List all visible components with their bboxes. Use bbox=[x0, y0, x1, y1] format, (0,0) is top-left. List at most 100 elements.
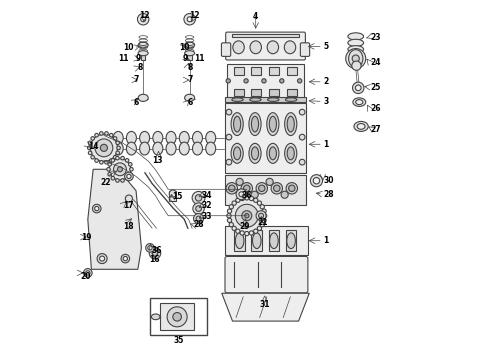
Ellipse shape bbox=[91, 156, 95, 159]
Ellipse shape bbox=[130, 167, 133, 171]
Circle shape bbox=[114, 163, 126, 176]
Circle shape bbox=[256, 211, 266, 221]
Ellipse shape bbox=[253, 198, 258, 202]
Polygon shape bbox=[224, 33, 307, 51]
Text: 1: 1 bbox=[323, 140, 329, 149]
Circle shape bbox=[97, 253, 107, 264]
Ellipse shape bbox=[99, 161, 103, 164]
Ellipse shape bbox=[257, 226, 262, 230]
Ellipse shape bbox=[105, 161, 108, 164]
Ellipse shape bbox=[231, 113, 243, 135]
Circle shape bbox=[127, 174, 131, 179]
Circle shape bbox=[299, 159, 305, 165]
FancyBboxPatch shape bbox=[226, 32, 305, 60]
Ellipse shape bbox=[128, 162, 132, 166]
Circle shape bbox=[192, 192, 205, 204]
Bar bbox=[251, 67, 262, 75]
Circle shape bbox=[230, 199, 264, 233]
Ellipse shape bbox=[88, 151, 92, 155]
Ellipse shape bbox=[138, 42, 148, 48]
Text: 19: 19 bbox=[81, 233, 91, 242]
Ellipse shape bbox=[348, 39, 364, 46]
Bar bbox=[286, 230, 296, 251]
Text: 24: 24 bbox=[370, 58, 381, 67]
Ellipse shape bbox=[285, 113, 297, 135]
Text: 22: 22 bbox=[100, 178, 111, 187]
Ellipse shape bbox=[251, 147, 259, 160]
Ellipse shape bbox=[260, 222, 265, 227]
Ellipse shape bbox=[260, 204, 265, 209]
Text: 10: 10 bbox=[179, 43, 190, 52]
Ellipse shape bbox=[249, 231, 253, 235]
Ellipse shape bbox=[140, 131, 149, 144]
Ellipse shape bbox=[166, 142, 176, 155]
Circle shape bbox=[86, 271, 90, 275]
Ellipse shape bbox=[153, 142, 163, 155]
Circle shape bbox=[167, 307, 187, 327]
Circle shape bbox=[286, 183, 297, 194]
Circle shape bbox=[352, 82, 364, 94]
Bar bbox=[270, 67, 279, 75]
Ellipse shape bbox=[179, 142, 189, 155]
Ellipse shape bbox=[107, 167, 110, 171]
Ellipse shape bbox=[357, 123, 365, 129]
Ellipse shape bbox=[99, 132, 103, 135]
Ellipse shape bbox=[116, 179, 119, 182]
Ellipse shape bbox=[267, 113, 279, 135]
Ellipse shape bbox=[284, 41, 296, 54]
Ellipse shape bbox=[285, 98, 297, 102]
Ellipse shape bbox=[235, 233, 244, 249]
Text: 12: 12 bbox=[189, 11, 199, 20]
Text: 25: 25 bbox=[370, 83, 380, 92]
Ellipse shape bbox=[252, 233, 261, 249]
Ellipse shape bbox=[227, 213, 231, 218]
Ellipse shape bbox=[153, 131, 163, 144]
Ellipse shape bbox=[267, 143, 279, 163]
Text: 5: 5 bbox=[323, 41, 329, 50]
Circle shape bbox=[226, 134, 232, 140]
Circle shape bbox=[271, 183, 283, 194]
Circle shape bbox=[280, 79, 284, 83]
Circle shape bbox=[289, 185, 295, 192]
Ellipse shape bbox=[179, 131, 189, 144]
Text: 21: 21 bbox=[257, 218, 268, 227]
Circle shape bbox=[236, 189, 247, 200]
FancyBboxPatch shape bbox=[221, 43, 231, 57]
Bar bbox=[269, 230, 279, 251]
Text: 13: 13 bbox=[152, 156, 163, 165]
Ellipse shape bbox=[91, 137, 95, 140]
Ellipse shape bbox=[234, 147, 241, 160]
Circle shape bbox=[226, 183, 238, 194]
Bar bbox=[225, 97, 306, 102]
Ellipse shape bbox=[232, 226, 236, 230]
Ellipse shape bbox=[240, 196, 245, 201]
FancyBboxPatch shape bbox=[225, 256, 308, 293]
Text: 36: 36 bbox=[151, 246, 162, 255]
Text: 6: 6 bbox=[188, 98, 193, 107]
Ellipse shape bbox=[249, 98, 261, 102]
Ellipse shape bbox=[109, 159, 113, 162]
Text: 4: 4 bbox=[253, 12, 258, 21]
Text: 2: 2 bbox=[323, 77, 329, 86]
Ellipse shape bbox=[140, 142, 149, 155]
Text: 9: 9 bbox=[135, 54, 141, 63]
Ellipse shape bbox=[227, 218, 232, 222]
Text: 23: 23 bbox=[370, 33, 381, 42]
Polygon shape bbox=[222, 293, 309, 321]
Ellipse shape bbox=[253, 229, 258, 233]
Circle shape bbox=[239, 192, 244, 197]
Circle shape bbox=[352, 61, 361, 70]
Ellipse shape bbox=[236, 229, 240, 233]
Ellipse shape bbox=[138, 51, 148, 56]
Ellipse shape bbox=[108, 172, 111, 176]
Text: 7: 7 bbox=[188, 76, 193, 85]
Bar bbox=[160, 303, 194, 330]
Circle shape bbox=[193, 203, 204, 214]
Circle shape bbox=[244, 185, 250, 192]
Circle shape bbox=[121, 254, 130, 263]
Circle shape bbox=[256, 183, 268, 194]
Circle shape bbox=[273, 185, 280, 192]
Circle shape bbox=[236, 178, 243, 185]
Text: 7: 7 bbox=[134, 76, 139, 85]
Circle shape bbox=[184, 14, 196, 25]
